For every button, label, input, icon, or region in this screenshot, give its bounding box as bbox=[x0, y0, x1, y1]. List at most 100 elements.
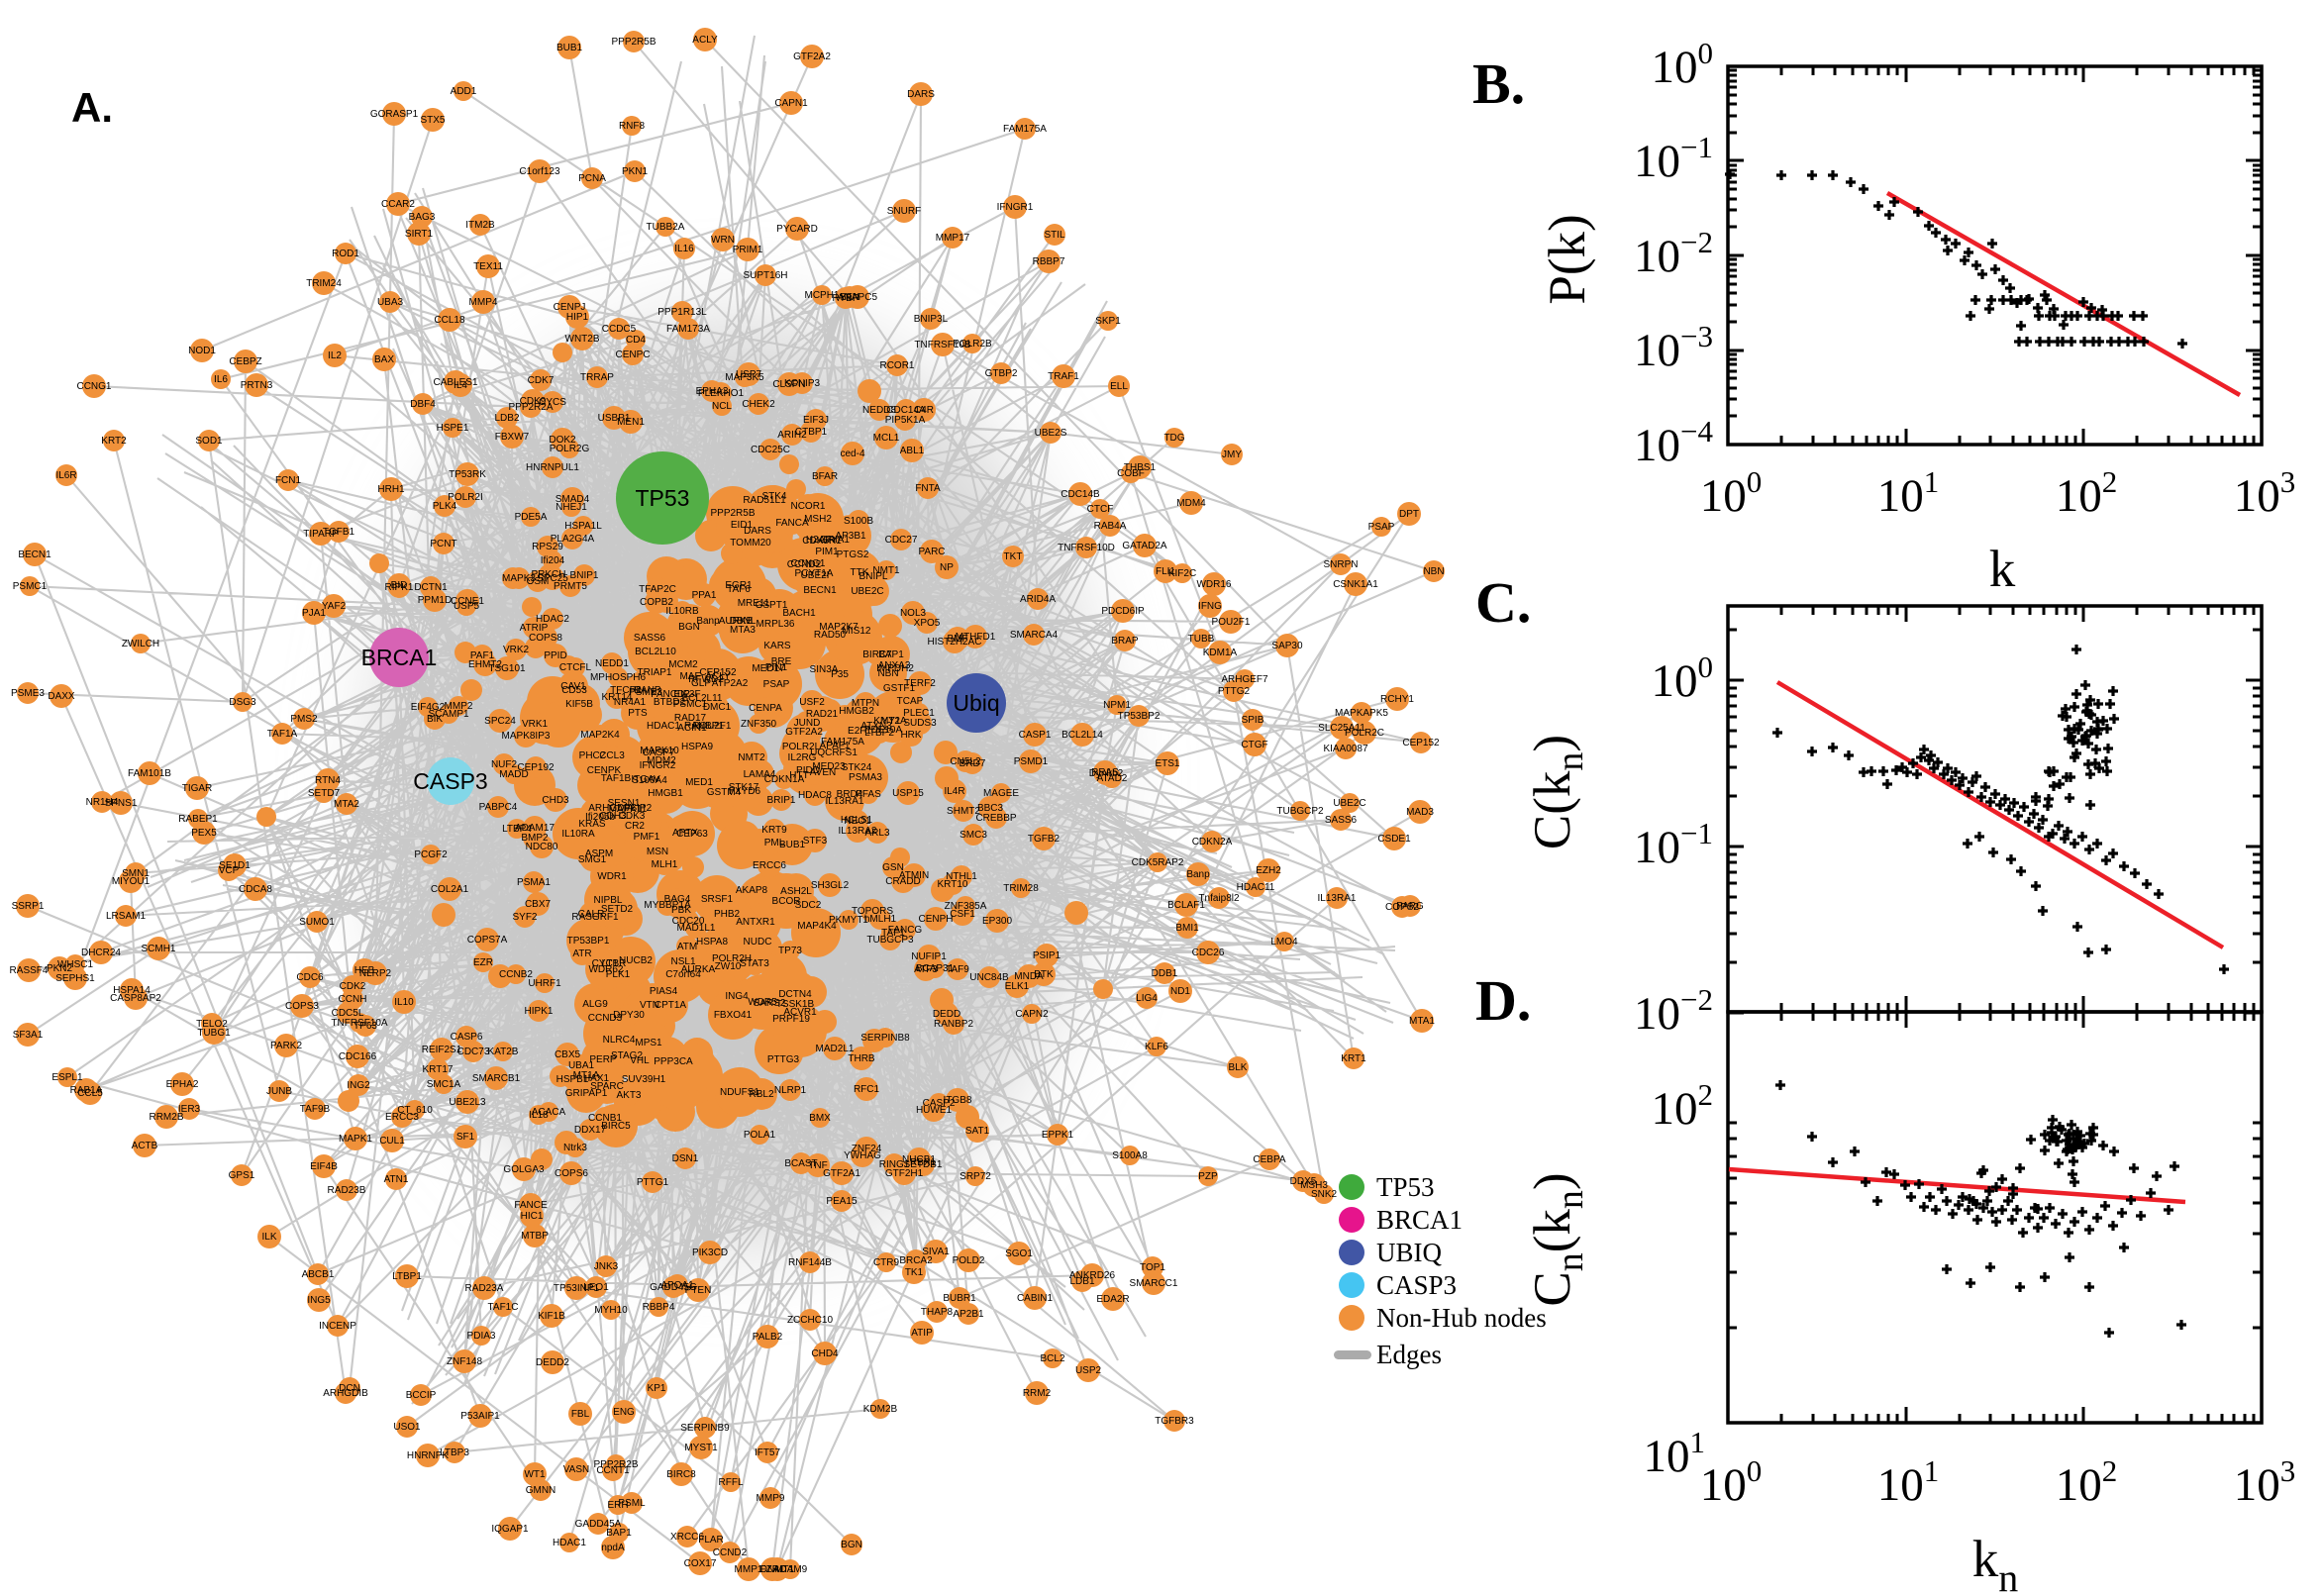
svg-text:SMARCB1: SMARCB1 bbox=[472, 1073, 521, 1084]
svg-text:UBE2C: UBE2C bbox=[851, 586, 883, 597]
svg-text:CREBBP: CREBBP bbox=[975, 813, 1016, 824]
svg-text:EIF4G2: EIF4G2 bbox=[411, 702, 446, 713]
svg-text:KCNIP3: KCNIP3 bbox=[784, 378, 821, 389]
svg-text:MADD: MADD bbox=[499, 769, 528, 780]
svg-text:ATXN3: ATXN3 bbox=[860, 721, 892, 732]
svg-text:BNIP1: BNIP1 bbox=[570, 570, 599, 581]
svg-text:VTN: VTN bbox=[640, 1000, 659, 1011]
svg-text:KRT2: KRT2 bbox=[101, 436, 127, 447]
svg-text:NLRC4: NLRC4 bbox=[603, 1035, 636, 1046]
svg-text:ANTXR1: ANTXR1 bbox=[736, 917, 775, 928]
svg-text:BRIP1: BRIP1 bbox=[767, 795, 796, 806]
svg-text:MAF: MAF bbox=[679, 671, 700, 682]
svg-text:POLR2H: POLR2H bbox=[712, 953, 752, 964]
svg-text:ACLY: ACLY bbox=[705, 671, 731, 682]
svg-text:PSIP1: PSIP1 bbox=[1033, 950, 1061, 961]
svg-text:HSPA14: HSPA14 bbox=[113, 985, 151, 996]
svg-text:WDR1: WDR1 bbox=[597, 871, 627, 882]
svg-text:COX17: COX17 bbox=[684, 1558, 717, 1569]
svg-text:TFAP2C: TFAP2C bbox=[639, 584, 676, 595]
svg-text:IER3: IER3 bbox=[178, 1104, 201, 1115]
svg-text:CDK3: CDK3 bbox=[619, 811, 646, 822]
svg-text:MTA2: MTA2 bbox=[334, 799, 359, 810]
svg-text:ARHGEF7: ARHGEF7 bbox=[1221, 674, 1268, 685]
svg-text:FBXO41: FBXO41 bbox=[714, 1010, 753, 1021]
svg-text:RFC1: RFC1 bbox=[854, 1084, 880, 1095]
svg-text:NMT1: NMT1 bbox=[872, 565, 900, 576]
svg-text:TAF1: TAF1 bbox=[881, 928, 905, 939]
svg-text:k: k bbox=[1989, 541, 2016, 598]
svg-text:BIRC7: BIRC7 bbox=[862, 649, 892, 660]
svg-text:COPS3: COPS3 bbox=[285, 1001, 319, 1012]
svg-text:ATRIP: ATRIP bbox=[520, 623, 549, 634]
svg-text:RBX1: RBX1 bbox=[910, 1157, 937, 1168]
svg-text:ATM: ATM bbox=[677, 942, 697, 952]
svg-text:PARG: PARG bbox=[1396, 901, 1424, 912]
svg-text:PIN1: PIN1 bbox=[765, 662, 788, 673]
svg-text:SNURF: SNURF bbox=[887, 206, 921, 217]
svg-text:LEO1: LEO1 bbox=[583, 1282, 609, 1293]
svg-text:PKN2: PKN2 bbox=[47, 963, 73, 974]
svg-text:POLR2I: POLR2I bbox=[448, 492, 483, 503]
svg-text:NCOR1: NCOR1 bbox=[790, 501, 825, 512]
svg-text:UBIQ: UBIQ bbox=[1376, 1238, 1442, 1267]
svg-text:DARS: DARS bbox=[744, 526, 771, 537]
svg-text:ESPL1: ESPL1 bbox=[51, 1072, 83, 1083]
svg-text:GSPT1: GSPT1 bbox=[756, 600, 788, 611]
svg-text:BAP1: BAP1 bbox=[878, 649, 904, 660]
svg-text:TSSK1B: TSSK1B bbox=[776, 999, 815, 1010]
svg-text:POLD2: POLD2 bbox=[953, 1255, 985, 1266]
svg-text:USP2: USP2 bbox=[1075, 1365, 1102, 1376]
svg-text:HMGB1: HMGB1 bbox=[648, 788, 683, 799]
svg-text:MMP1: MMP1 bbox=[735, 1564, 763, 1575]
svg-text:SMARCA4: SMARCA4 bbox=[1010, 630, 1059, 641]
svg-text:EID1: EID1 bbox=[731, 520, 754, 531]
svg-text:USP15: USP15 bbox=[892, 788, 924, 799]
svg-text:FANCA: FANCA bbox=[775, 518, 809, 529]
svg-text:BNIPL: BNIPL bbox=[859, 571, 888, 582]
svg-text:KARS: KARS bbox=[763, 641, 791, 651]
svg-text:DNMT1: DNMT1 bbox=[760, 1564, 795, 1575]
svg-text:FCN1: FCN1 bbox=[275, 475, 302, 486]
svg-text:HUWE1: HUWE1 bbox=[916, 1105, 953, 1116]
svg-text:STK17: STK17 bbox=[729, 782, 759, 793]
svg-text:NR1H4: NR1H4 bbox=[86, 797, 119, 808]
svg-text:PIK3CD: PIK3CD bbox=[692, 1247, 728, 1258]
svg-text:S100A8: S100A8 bbox=[1112, 1150, 1148, 1161]
svg-text:EPHA2: EPHA2 bbox=[166, 1079, 199, 1090]
svg-text:ARHGDIA: ARHGDIA bbox=[588, 803, 634, 814]
svg-text:POU2F1: POU2F1 bbox=[1212, 617, 1251, 628]
svg-text:CTR9: CTR9 bbox=[873, 1257, 900, 1268]
svg-text:ASH2L: ASH2L bbox=[780, 886, 812, 897]
svg-text:ELL: ELL bbox=[1110, 381, 1128, 392]
svg-text:TEX11: TEX11 bbox=[473, 261, 503, 272]
svg-text:SAP30: SAP30 bbox=[1271, 641, 1303, 651]
svg-text:GSTM4: GSTM4 bbox=[707, 787, 742, 798]
svg-text:HRK: HRK bbox=[900, 730, 921, 741]
svg-text:VRK1: VRK1 bbox=[522, 719, 549, 730]
svg-text:RABEP1: RABEP1 bbox=[178, 814, 218, 825]
svg-text:HRH1: HRH1 bbox=[377, 484, 405, 495]
svg-text:HSPE1: HSPE1 bbox=[437, 423, 469, 434]
svg-text:POLA1: POLA1 bbox=[744, 1130, 776, 1141]
svg-text:CEBPZ: CEBPZ bbox=[229, 356, 261, 367]
svg-text:MRE11: MRE11 bbox=[738, 598, 770, 609]
svg-text:CEBPA: CEBPA bbox=[1253, 1154, 1285, 1165]
svg-text:INCENP: INCENP bbox=[319, 1321, 356, 1332]
svg-text:XPO5: XPO5 bbox=[914, 618, 941, 629]
svg-text:RASSF4: RASSF4 bbox=[10, 965, 49, 976]
svg-text:PPP1R13L: PPP1R13L bbox=[657, 307, 707, 318]
svg-text:KDM1A: KDM1A bbox=[1203, 648, 1238, 658]
svg-text:HSPB1: HSPB1 bbox=[556, 1074, 589, 1085]
svg-text:BID: BID bbox=[391, 580, 408, 591]
svg-text:NDC80: NDC80 bbox=[526, 842, 558, 852]
svg-text:MED1: MED1 bbox=[685, 777, 713, 788]
svg-text:WNT2B: WNT2B bbox=[565, 334, 600, 345]
svg-text:10−2: 10−2 bbox=[1634, 982, 1713, 1040]
svg-text:GMNN: GMNN bbox=[526, 1485, 556, 1496]
svg-text:PLK4: PLK4 bbox=[433, 501, 457, 512]
svg-text:MMP9: MMP9 bbox=[757, 1493, 785, 1504]
svg-text:POLR2L: POLR2L bbox=[782, 742, 821, 752]
svg-text:BAP1: BAP1 bbox=[606, 1528, 632, 1539]
svg-text:BAX: BAX bbox=[374, 354, 394, 365]
